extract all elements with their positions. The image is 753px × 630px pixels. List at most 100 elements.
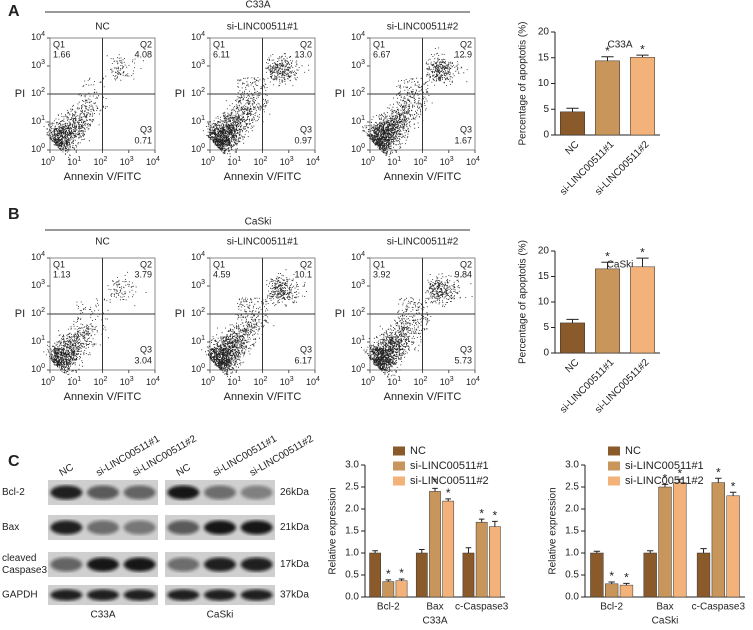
- x-tick-label: 103: [440, 376, 454, 388]
- quadrant-name: Q3: [460, 344, 472, 354]
- blot-group-label: CaSki: [207, 610, 234, 621]
- blot-band: [87, 589, 119, 601]
- x-tick-label: 103: [120, 156, 134, 168]
- tick-exponent: 4: [41, 31, 45, 38]
- tick-base: 10: [414, 157, 424, 167]
- tick-exponent: 3: [450, 156, 454, 163]
- quadrant-name: Q4: [53, 126, 65, 136]
- tick-base: 10: [351, 116, 361, 126]
- y-tick-label: 10: [538, 297, 550, 308]
- x-tick-label: 101: [227, 376, 241, 388]
- y-axis-title: PI: [335, 88, 345, 100]
- legend-label: si-LINC00511#1: [410, 460, 489, 472]
- y-tick-label: 100: [31, 143, 45, 155]
- significance-mark: *: [640, 42, 645, 56]
- tick-exponent: 1: [361, 115, 365, 122]
- error-bar: [432, 487, 438, 492]
- tick-exponent: 0: [211, 156, 215, 163]
- blot-band: [123, 557, 156, 572]
- quadrant-value: 3.92: [373, 269, 391, 279]
- tick-exponent: 3: [450, 376, 454, 383]
- plot-title: si-LINC00511#2: [387, 22, 459, 33]
- error-bar: [566, 107, 579, 112]
- quadrant-value: 3.79: [134, 269, 152, 279]
- y-tick-label: 101: [31, 115, 45, 127]
- blot-row-label: Caspase3: [2, 565, 47, 576]
- tick-exponent: 3: [130, 156, 134, 163]
- quadrant-name: Q3: [460, 124, 472, 134]
- tick-exponent: 3: [361, 279, 365, 286]
- tick-exponent: 0: [371, 156, 375, 163]
- x-tick-label: 102: [414, 376, 428, 388]
- lane-label: si-LINC00511#2: [248, 433, 316, 479]
- error-bar: [445, 498, 451, 502]
- tick-base: 10: [387, 157, 397, 167]
- x-tick-label: 102: [94, 376, 108, 388]
- tick-base: 10: [280, 377, 290, 387]
- tick-base: 10: [466, 377, 476, 387]
- tick-base: 10: [191, 336, 201, 346]
- bar: [658, 486, 672, 598]
- y-tick-label: 100: [351, 363, 365, 375]
- bar: [630, 266, 655, 354]
- tick-base: 10: [440, 377, 450, 387]
- y-tick-label: 20: [538, 27, 550, 38]
- legend-label: NC: [410, 445, 426, 457]
- x-tick-label: 104: [146, 376, 160, 388]
- tick-base: 10: [31, 280, 41, 290]
- chart-title: CaSki: [607, 260, 634, 271]
- x-tick-label: NC: [563, 139, 581, 157]
- significance-mark: *: [716, 465, 721, 479]
- y-axis-title: PI: [335, 308, 345, 320]
- quadrant-value: 93.6: [53, 137, 71, 147]
- tick-exponent: 2: [104, 156, 108, 163]
- bar: [369, 552, 381, 598]
- y-tick-label: 5: [543, 104, 549, 115]
- error-bar: [492, 520, 498, 527]
- quadrant-name: Q1: [373, 259, 385, 269]
- tick-exponent: 1: [77, 376, 81, 383]
- y-tick-label: 2.0: [565, 504, 579, 515]
- bar: [395, 580, 408, 598]
- y-tick-label: 104: [31, 31, 45, 43]
- blot-size-label: 26kDa: [280, 487, 309, 498]
- x-tick-label: 103: [440, 156, 454, 168]
- blot-band: [50, 557, 83, 572]
- tick-base: 10: [31, 364, 41, 374]
- bar: [711, 482, 725, 598]
- bar: [415, 552, 428, 598]
- blot-band: [167, 589, 200, 601]
- x-tick-label: 103: [280, 376, 294, 388]
- bar: [726, 495, 740, 598]
- y-tick-label: 3.0: [565, 460, 579, 471]
- quadrant-value: 1.67: [454, 135, 472, 145]
- bar: [630, 56, 655, 136]
- error-bar: [636, 257, 649, 267]
- bar: [673, 482, 687, 598]
- blot-band: [123, 589, 156, 601]
- error-bar: [623, 582, 630, 586]
- quadrant-value: 92.0: [53, 357, 71, 367]
- blot-band: [240, 557, 273, 572]
- x-tick-label: c-Caspase3: [455, 602, 509, 613]
- tick-exponent: 0: [41, 143, 45, 150]
- blot-size-label: 17kDa: [280, 559, 309, 570]
- tick-exponent: 3: [201, 59, 205, 66]
- legend-label: si-LINC00511#2: [410, 475, 489, 487]
- tick-base: 10: [67, 377, 77, 387]
- blot-band: [240, 485, 273, 500]
- tick-base: 10: [351, 60, 361, 70]
- significance-mark: *: [640, 245, 645, 259]
- plot-title: NC: [95, 22, 109, 33]
- tick-exponent: 4: [41, 251, 45, 258]
- bar: [429, 491, 441, 598]
- y-tick-label: 1.0: [345, 548, 359, 559]
- y-tick-label: 104: [351, 31, 365, 43]
- error-bar: [647, 550, 654, 553]
- bar: [643, 552, 657, 598]
- tick-base: 10: [191, 60, 201, 70]
- error-bar: [465, 547, 472, 553]
- y-tick-label: 103: [191, 59, 205, 71]
- significance-mark: *: [386, 567, 391, 581]
- y-tick-label: 101: [191, 115, 205, 127]
